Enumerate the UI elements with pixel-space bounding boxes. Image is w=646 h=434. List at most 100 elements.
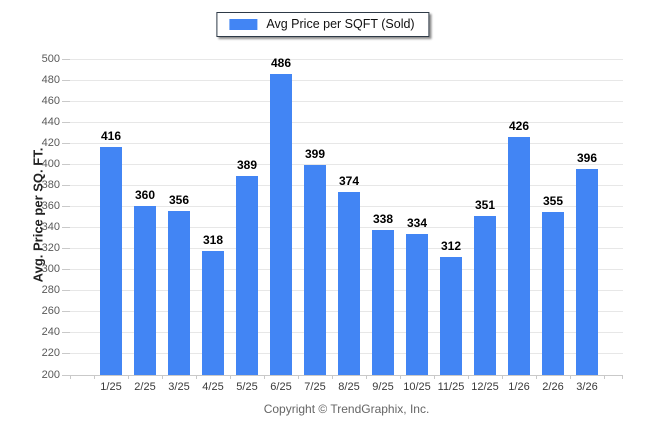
bar — [474, 215, 496, 375]
x-tick-label: 7/25 — [304, 381, 326, 393]
x-axis-tick — [536, 375, 537, 379]
x-axis-tick — [70, 375, 71, 379]
x-axis-tick — [604, 375, 605, 379]
y-axis-tick — [62, 121, 70, 123]
bar-value-label: 389 — [236, 157, 258, 172]
y-tick-label: 400 — [41, 157, 60, 170]
y-axis-tick — [62, 58, 70, 60]
y-axis-tick — [62, 100, 70, 102]
y-tick-label: 420 — [41, 136, 60, 149]
y-axis-tick — [62, 205, 70, 207]
y-tick-label: 200 — [41, 368, 60, 381]
plot-area: 200 220 240 260 280 300 320 340 360 380 400 420 440 4… — [42, 53, 623, 393]
bar — [202, 250, 224, 375]
y-tick-label: 260 — [41, 305, 60, 318]
x-tick-label: 6/25 — [270, 381, 292, 393]
bar-value-label: 486 — [270, 55, 292, 70]
y-axis-tick — [62, 269, 70, 271]
bar — [134, 206, 156, 375]
bar-value-label: 356 — [168, 192, 190, 207]
x-axis-tick — [230, 375, 231, 379]
y-tick-label: 440 — [41, 115, 60, 128]
gridline — [70, 142, 623, 144]
x-axis-tick — [622, 375, 623, 379]
x-tick-label: 10/25 — [403, 381, 431, 393]
footer-text: Copyright © TrendGraphix, Inc. — [263, 402, 430, 416]
y-tick-label: 300 — [41, 263, 60, 276]
x-axis-tick — [94, 375, 95, 379]
x-tick-label: 3/26 — [576, 381, 598, 393]
y-tick-label: 480 — [41, 73, 60, 86]
bar-value-label: 334 — [406, 215, 428, 230]
y-tick-label: 500 — [41, 52, 60, 65]
y-tick-label: 380 — [41, 178, 60, 191]
gridline — [70, 79, 623, 81]
y-axis-tick — [62, 332, 70, 334]
bar-value-label: 396 — [576, 150, 598, 165]
x-axis-tick — [128, 375, 129, 379]
y-axis-tick — [62, 290, 70, 292]
y-axis-tick — [62, 184, 70, 186]
gridline — [70, 58, 623, 60]
x-tick-label: 1/25 — [100, 381, 122, 393]
x-tick-label: 8/25 — [338, 381, 360, 393]
bar — [542, 211, 564, 375]
x-axis-tick — [434, 375, 435, 379]
bar-value-label: 426 — [508, 118, 530, 133]
bar — [406, 233, 428, 375]
x-tick-label: 9/25 — [372, 381, 394, 393]
bar-value-label: 374 — [338, 173, 360, 188]
y-tick-label: 240 — [41, 326, 60, 339]
x-tick-label: 5/25 — [236, 381, 258, 393]
x-axis-tick — [298, 375, 299, 379]
gridline — [70, 163, 623, 165]
bar — [372, 229, 394, 375]
y-axis-tick — [62, 311, 70, 313]
bar — [508, 136, 530, 375]
bar — [236, 175, 258, 375]
x-tick-label: 2/25 — [134, 381, 156, 393]
x-tick-label: 2/26 — [542, 381, 564, 393]
x-tick-label: 12/25 — [471, 381, 499, 393]
bar — [100, 147, 122, 375]
bar — [168, 210, 190, 375]
legend-swatch — [229, 19, 258, 30]
bar — [576, 168, 598, 375]
bar-value-label: 338 — [372, 211, 394, 226]
bar — [270, 73, 292, 375]
bar — [304, 165, 326, 375]
x-tick-label: 11/25 — [437, 381, 465, 393]
y-tick-label: 320 — [41, 242, 60, 255]
x-axis-tick — [502, 375, 503, 379]
bar-value-label: 318 — [202, 232, 224, 247]
y-axis-tick — [62, 142, 70, 144]
bar-value-label: 416 — [100, 129, 122, 144]
bar-value-label: 351 — [474, 197, 496, 212]
legend-label: Avg Price per SQFT (Sold) — [266, 17, 415, 31]
x-tick-label: 1/26 — [508, 381, 530, 393]
y-axis-tick — [62, 248, 70, 250]
y-tick-label: 360 — [41, 199, 60, 212]
x-tick-label: 3/25 — [168, 381, 190, 393]
y-tick-label: 280 — [41, 284, 60, 297]
y-axis-tick — [62, 79, 70, 81]
y-tick-label: 460 — [41, 94, 60, 107]
x-axis-tick — [264, 375, 265, 379]
x-axis-tick — [468, 375, 469, 379]
x-axis-tick — [332, 375, 333, 379]
bar-value-label: 360 — [134, 188, 156, 203]
y-tick-label: 220 — [41, 347, 60, 360]
bar — [338, 191, 360, 375]
y-axis-tick — [62, 353, 70, 355]
x-axis-tick — [570, 375, 571, 379]
y-axis-tick — [62, 374, 70, 376]
y-tick-label: 340 — [41, 221, 60, 234]
x-axis-tick — [162, 375, 163, 379]
x-axis-tick — [366, 375, 367, 379]
y-axis-tick — [62, 227, 70, 229]
bar-value-label: 355 — [542, 193, 564, 208]
gridline — [70, 184, 623, 186]
bar — [440, 257, 462, 375]
y-axis-tick — [62, 163, 70, 165]
